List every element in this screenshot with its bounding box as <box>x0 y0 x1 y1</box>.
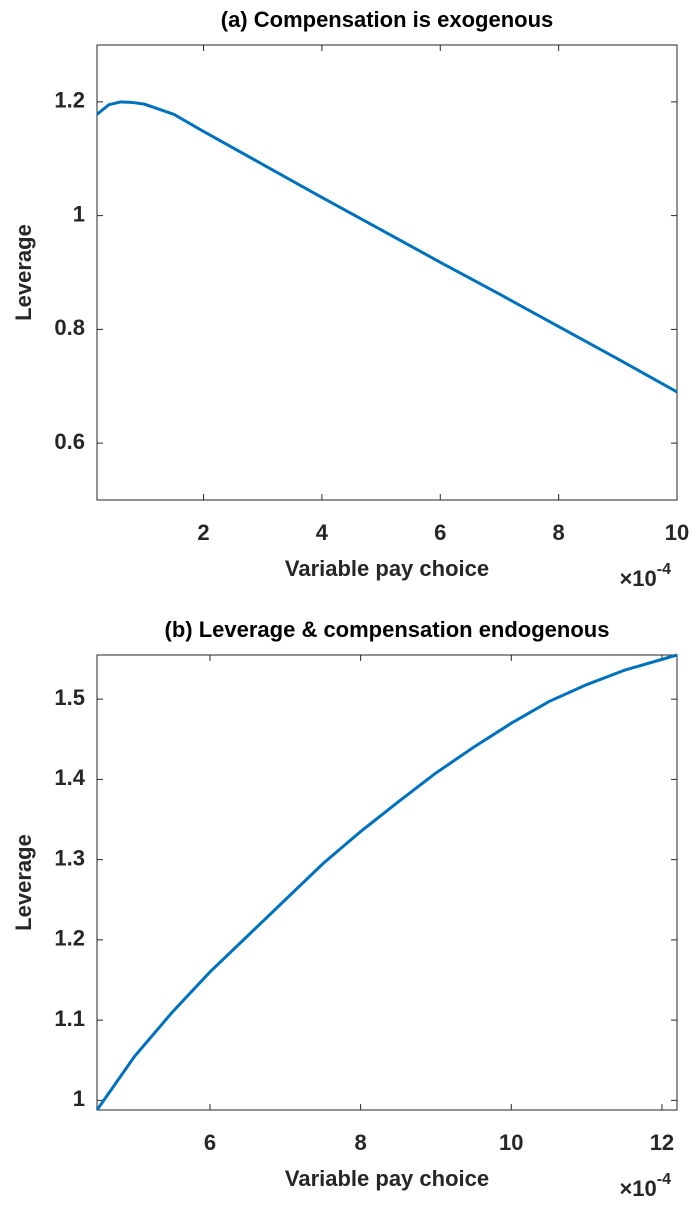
y-tick-label: 1.4 <box>54 765 85 790</box>
x-tick-label: 6 <box>204 1130 216 1155</box>
x-multiplier-exponent: -4 <box>657 561 671 578</box>
data-line <box>96 100 678 394</box>
y-tick-label: 1.2 <box>54 88 85 113</box>
y-tick-label: 0.6 <box>54 429 85 454</box>
x-multiplier-base: ×10 <box>619 566 656 591</box>
y-tick-label: 1.5 <box>54 685 85 710</box>
x-tick-label: 2 <box>197 520 209 545</box>
x-tick-label: 12 <box>650 1130 674 1155</box>
x-multiplier: ×10-4 <box>619 561 671 591</box>
x-multiplier-exponent: -4 <box>657 1171 671 1188</box>
chart-title: (a) Compensation is exogenous <box>221 7 554 32</box>
x-axis-label: Variable pay choice <box>285 1166 489 1191</box>
y-axis-label: Leverage <box>11 224 36 321</box>
x-tick-label: 4 <box>316 520 329 545</box>
axes-box <box>96 44 678 501</box>
data-line <box>95 653 678 1111</box>
y-axis-label: Leverage <box>11 834 36 931</box>
chart-title: (b) Leverage & compensation endogenous <box>165 617 610 642</box>
axes-box <box>96 654 678 1111</box>
x-tick-label: 10 <box>665 520 689 545</box>
x-tick-label: 8 <box>355 1130 367 1155</box>
x-tick-label: 6 <box>434 520 446 545</box>
x-multiplier-base: ×10 <box>619 1176 656 1201</box>
y-tick-label: 1 <box>73 201 85 226</box>
y-tick-label: 0.8 <box>54 315 85 340</box>
x-axis-label: Variable pay choice <box>285 556 489 581</box>
y-tick-label: 1.2 <box>54 926 85 951</box>
x-tick-label: 8 <box>553 520 565 545</box>
x-multiplier: ×10-4 <box>619 1171 671 1201</box>
y-tick-label: 1.1 <box>54 1006 85 1031</box>
x-tick-label: 10 <box>499 1130 523 1155</box>
y-tick-label: 1 <box>73 1086 85 1111</box>
y-tick-label: 1.3 <box>54 845 85 870</box>
